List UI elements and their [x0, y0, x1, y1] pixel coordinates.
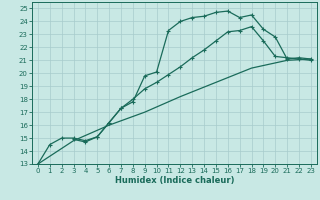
X-axis label: Humidex (Indice chaleur): Humidex (Indice chaleur)	[115, 176, 234, 185]
